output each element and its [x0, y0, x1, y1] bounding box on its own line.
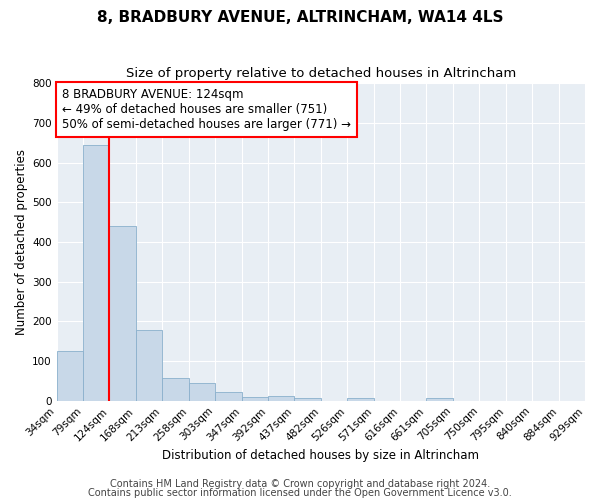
Text: Contains public sector information licensed under the Open Government Licence v3: Contains public sector information licen… — [88, 488, 512, 498]
Bar — [215, 392, 242, 401]
Bar — [295, 398, 321, 401]
Bar — [163, 378, 189, 401]
Bar — [109, 226, 136, 401]
Y-axis label: Number of detached properties: Number of detached properties — [15, 149, 28, 335]
X-axis label: Distribution of detached houses by size in Altrincham: Distribution of detached houses by size … — [163, 450, 479, 462]
Bar — [83, 144, 109, 401]
Text: Contains HM Land Registry data © Crown copyright and database right 2024.: Contains HM Land Registry data © Crown c… — [110, 479, 490, 489]
Title: Size of property relative to detached houses in Altrincham: Size of property relative to detached ho… — [126, 68, 516, 80]
Bar — [189, 383, 215, 401]
Text: 8, BRADBURY AVENUE, ALTRINCHAM, WA14 4LS: 8, BRADBURY AVENUE, ALTRINCHAM, WA14 4LS — [97, 10, 503, 25]
Bar — [56, 351, 83, 401]
Bar — [136, 330, 163, 401]
Bar — [347, 398, 374, 401]
Bar — [268, 396, 295, 401]
Bar — [427, 398, 453, 401]
Text: 8 BRADBURY AVENUE: 124sqm
← 49% of detached houses are smaller (751)
50% of semi: 8 BRADBURY AVENUE: 124sqm ← 49% of detac… — [62, 88, 351, 131]
Bar — [242, 397, 268, 401]
